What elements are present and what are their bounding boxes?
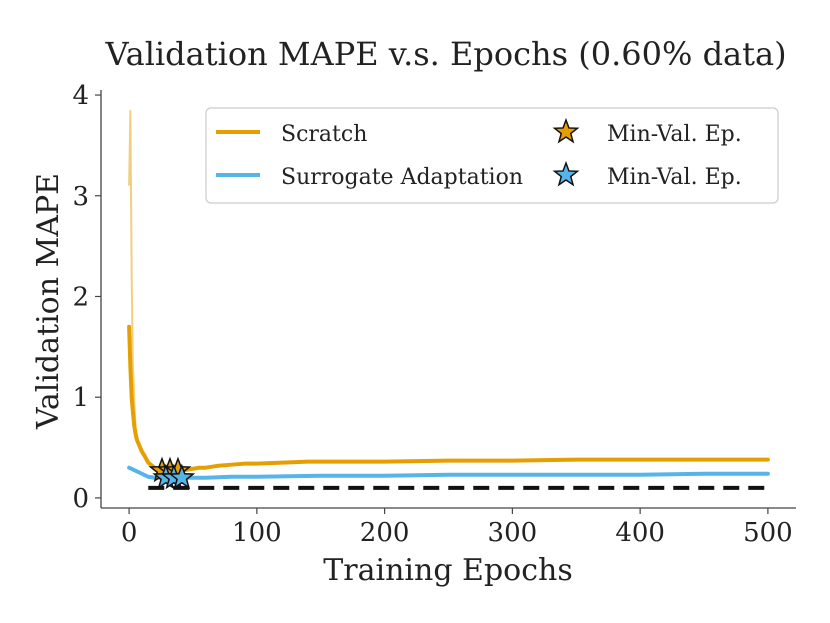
x-tick-label: 200: [360, 518, 410, 548]
y-tick-label: 1: [72, 383, 89, 413]
legend-marker-label-scratch: Min-Val. Ep.: [607, 122, 742, 147]
legend-box: [205, 107, 779, 204]
ticks: 0 100 200 300 400 500 0 1 2 3 4: [72, 81, 792, 548]
x-axis-label: Training Epochs: [323, 553, 573, 588]
y-tick-label: 4: [72, 81, 89, 111]
x-tick-label: 0: [121, 518, 138, 548]
legend-marker-label-surrogate: Min-Val. Ep.: [607, 165, 742, 190]
x-tick-label: 100: [232, 518, 282, 548]
y-tick-label: 2: [72, 282, 89, 312]
legend-star-surrogate: [552, 160, 580, 187]
chart-title: Validation MAPE v.s. Epochs (0.60% data): [104, 35, 786, 73]
series-line-surrogate: [127, 465, 770, 480]
min-val-markers: [148, 456, 196, 490]
x-tick-label: 500: [743, 518, 793, 548]
x-tick-label: 300: [488, 518, 538, 548]
y-tick-label: 0: [72, 484, 89, 514]
legend-star-scratch: [552, 117, 580, 144]
legend: Scratch Min-Val. Ep. Surrogate Adaptatio…: [205, 107, 779, 204]
series-line-scratch: [127, 324, 770, 473]
legend-label-scratch: Scratch: [281, 122, 367, 147]
x-tick-label: 400: [615, 518, 665, 548]
axes: [100, 90, 796, 509]
legend-label-surrogate: Surrogate Adaptation: [281, 165, 523, 190]
y-tick-label: 3: [72, 182, 89, 212]
min-val-star-surrogate: [168, 463, 196, 490]
y-axis-label: Validation MAPE: [31, 173, 66, 430]
